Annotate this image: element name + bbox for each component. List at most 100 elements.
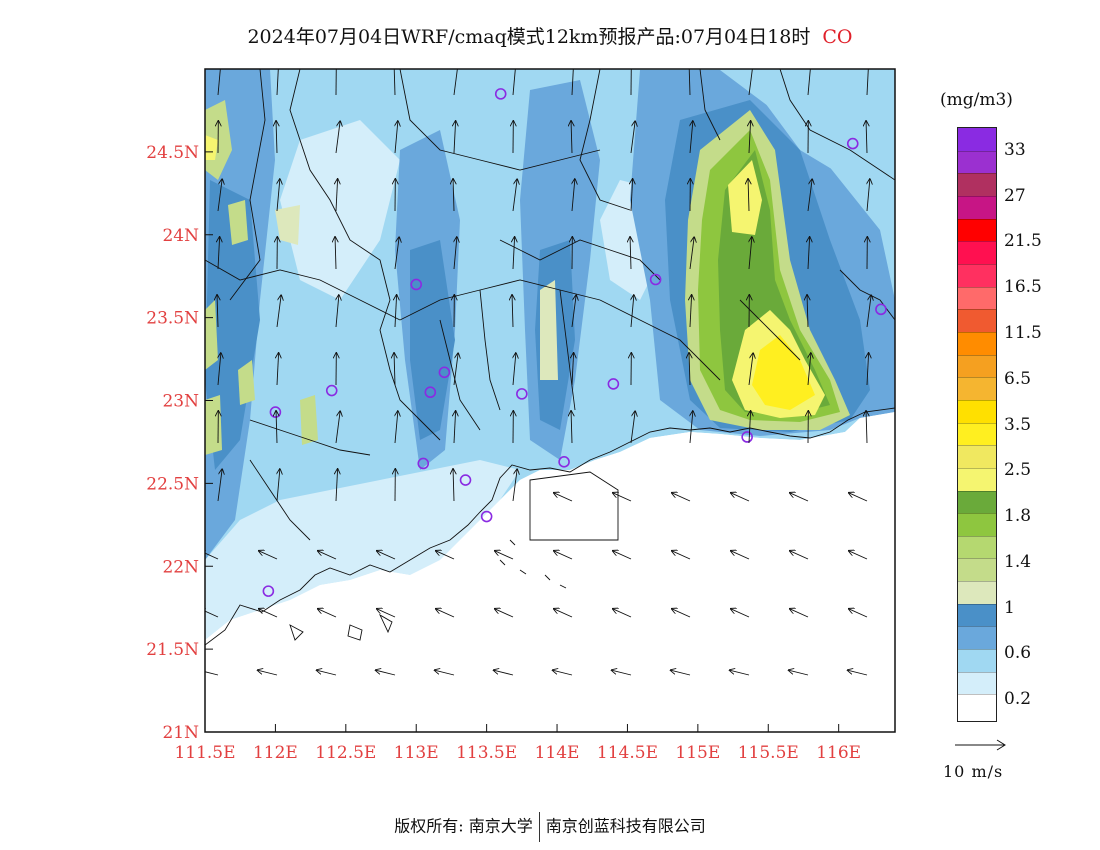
wind-arrow	[630, 121, 635, 154]
x-axis: 111.5E 112E 112.5E 113E 113.5E 114E 114.5E 115E…	[174, 724, 861, 763]
wind-arrow	[317, 670, 337, 676]
wind-arrow	[554, 551, 573, 560]
wind-arrow	[748, 179, 749, 212]
wind-arrow	[453, 179, 454, 212]
colorbar-swatch	[958, 354, 996, 378]
wind-arrow	[748, 69, 753, 96]
wind-arrow	[688, 69, 691, 96]
copyright-left: 版权所有: 南京大学	[394, 816, 533, 836]
y-tick-label: 22.5N	[146, 474, 199, 494]
colorbar-swatch	[958, 309, 996, 332]
wind-arrow	[690, 295, 692, 328]
wind-arrow	[808, 237, 810, 270]
city-marker	[424, 386, 437, 399]
colorbar	[957, 127, 997, 722]
wind-arrow	[866, 295, 871, 328]
city-marker	[459, 474, 472, 486]
colorbar-label: 1.8	[1004, 506, 1032, 527]
wind-arrow	[672, 551, 691, 560]
colorbar-swatch	[958, 626, 996, 650]
wind-arrow	[613, 493, 632, 502]
wind-arrow	[276, 411, 277, 444]
wind-arrow	[218, 353, 221, 386]
wind-arrow	[218, 237, 220, 270]
wind-vectors	[205, 69, 872, 676]
concentration-field	[205, 69, 895, 732]
colorbar-label: 0.6	[1004, 643, 1032, 664]
y-tick-label: 22N	[162, 557, 199, 577]
wind-arrow	[808, 353, 811, 386]
wind-arrow	[731, 551, 750, 560]
wind-arrow	[512, 69, 516, 96]
copyright-footer: 版权所有: 南京大学 南京创蓝科技有限公司	[0, 812, 1100, 842]
city-marker	[325, 384, 338, 397]
wind-arrow	[395, 411, 398, 444]
footer-divider	[538, 812, 540, 842]
wind-arrow	[790, 551, 809, 560]
wind-reference-label: 10 m/s	[943, 762, 1004, 781]
wind-arrow	[512, 295, 513, 328]
wind-arrow	[512, 469, 517, 502]
wind-arrow	[217, 179, 222, 212]
x-tick-label: 116E	[816, 743, 861, 763]
boundary-lines	[205, 69, 895, 646]
y-axis: 21N 21.5N 22N 22.5N 23N 23.5N 24N 24.5N	[146, 143, 213, 743]
y-tick-label: 21.5N	[146, 640, 199, 660]
wind-arrow	[849, 551, 868, 560]
city-marker	[417, 457, 430, 470]
wind-arrow	[571, 295, 576, 328]
wind-arrow	[630, 411, 635, 444]
city-markers	[262, 88, 887, 597]
wind-arrow	[730, 670, 750, 676]
wind-arrow	[259, 609, 278, 618]
x-tick-label: 115E	[675, 743, 720, 763]
wind-arrow	[454, 121, 456, 154]
wind-arrow	[866, 411, 867, 444]
wind-arrow	[259, 551, 278, 560]
wind-arrow	[453, 469, 454, 502]
wind-arrow	[513, 353, 516, 386]
wind-arrow	[377, 609, 396, 618]
wind-arrow	[436, 551, 455, 560]
wind-arrow	[217, 469, 222, 502]
wind-arrow	[867, 179, 870, 212]
colorbar-unit: (mg/m3)	[940, 90, 1013, 110]
wind-reference-arrow	[955, 739, 1006, 751]
wind-arrow	[205, 609, 219, 618]
wind-arrow	[571, 121, 572, 154]
wind-arrow	[631, 179, 633, 212]
colorbar-swatch	[958, 128, 996, 151]
colorbar-label: 27	[1004, 185, 1026, 206]
colorbar-swatch	[958, 558, 996, 582]
wind-arrow	[848, 670, 868, 676]
colorbar-swatch	[958, 173, 996, 196]
wind-arrow	[790, 493, 809, 502]
colorbar-label: 21.5	[1004, 231, 1042, 252]
colorbar-swatch	[958, 399, 996, 423]
wind-arrow	[276, 295, 281, 328]
wind-arrow	[454, 237, 457, 270]
wind-arrow	[554, 609, 573, 618]
colorbar-swatch	[958, 286, 996, 310]
colorbar-swatch	[958, 535, 996, 559]
wind-arrow	[277, 469, 280, 502]
wind-arrow	[335, 237, 336, 270]
wind-arrow	[849, 609, 868, 618]
wind-arrow	[731, 609, 750, 618]
x-tick-label: 114.5E	[597, 743, 658, 763]
wind-arrow	[672, 609, 691, 618]
wind-arrow	[393, 69, 396, 96]
colorbar-swatch	[958, 331, 996, 355]
wind-arrow	[335, 121, 340, 154]
species-label: CO	[822, 26, 853, 48]
colorbar-label: 16.5	[1004, 277, 1042, 298]
colorbar-swatch	[958, 195, 996, 219]
city-marker	[480, 510, 493, 523]
wind-arrow	[866, 121, 867, 154]
y-tick-label: 24.5N	[146, 143, 199, 163]
colorbar-swatch	[958, 671, 996, 695]
x-tick-label: 113E	[394, 743, 439, 763]
wind-arrow	[807, 295, 808, 328]
city-marker	[846, 137, 859, 150]
wind-arrow	[612, 670, 632, 676]
